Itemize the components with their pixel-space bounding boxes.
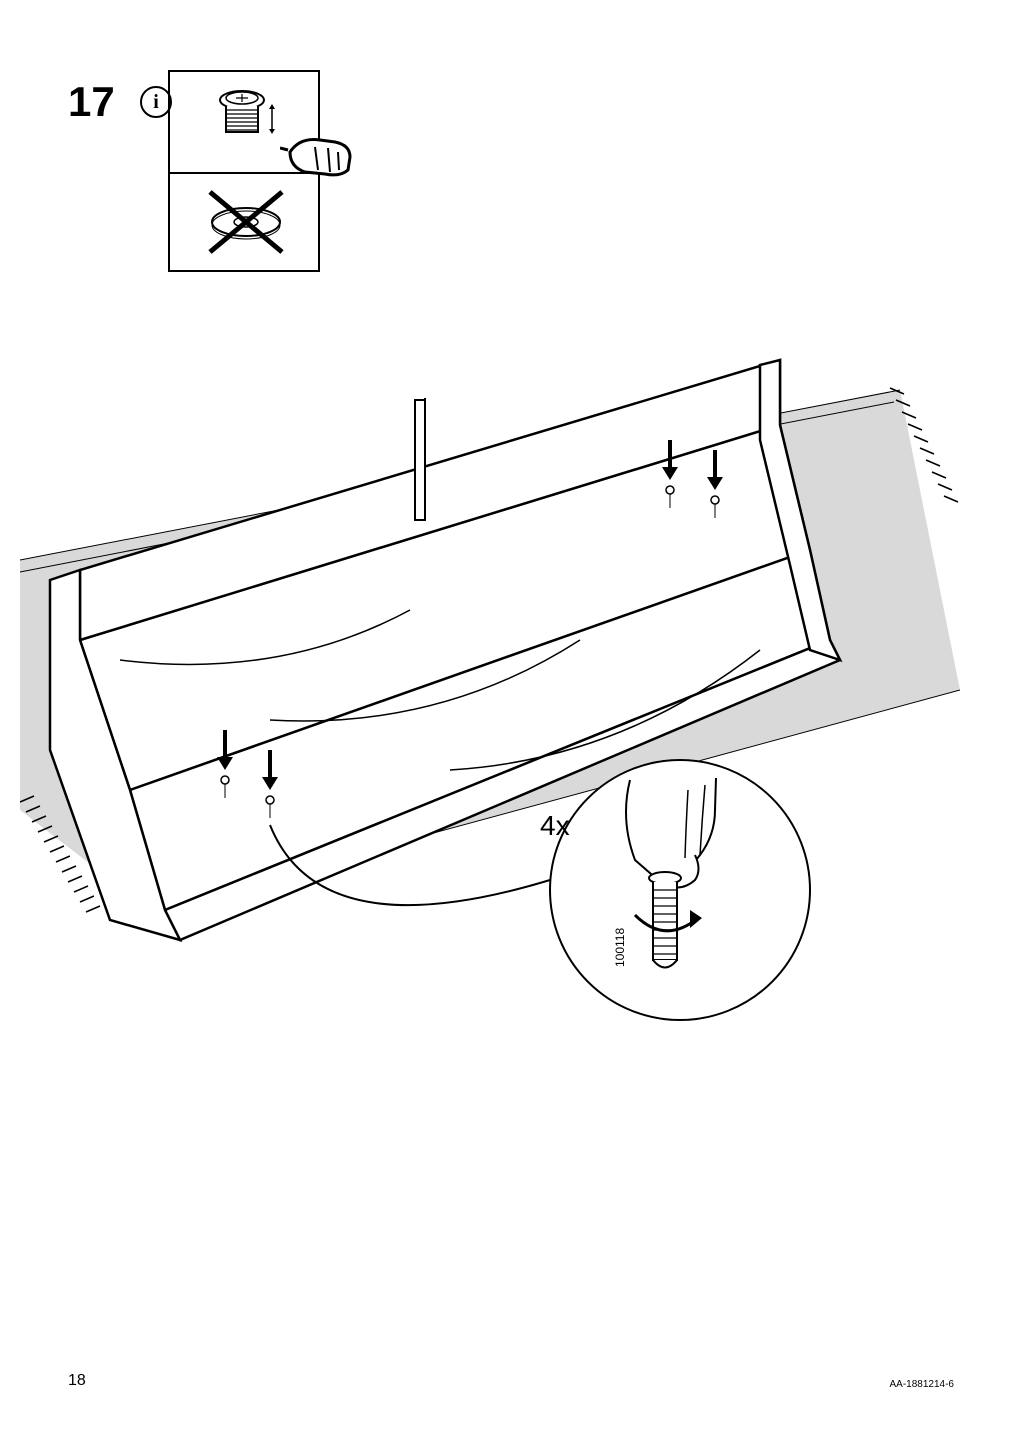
quantity-label: 4x — [540, 810, 570, 842]
info-warning-box — [168, 70, 320, 272]
part-number: 100118 — [613, 928, 627, 967]
page-number: 18 — [68, 1372, 86, 1390]
washer-crossed-out — [170, 172, 322, 272]
info-icon — [140, 86, 172, 118]
step-number: 17 — [68, 78, 115, 126]
screw-detail-circle — [540, 750, 820, 1030]
document-reference: AA-1881214-6 — [890, 1379, 955, 1390]
